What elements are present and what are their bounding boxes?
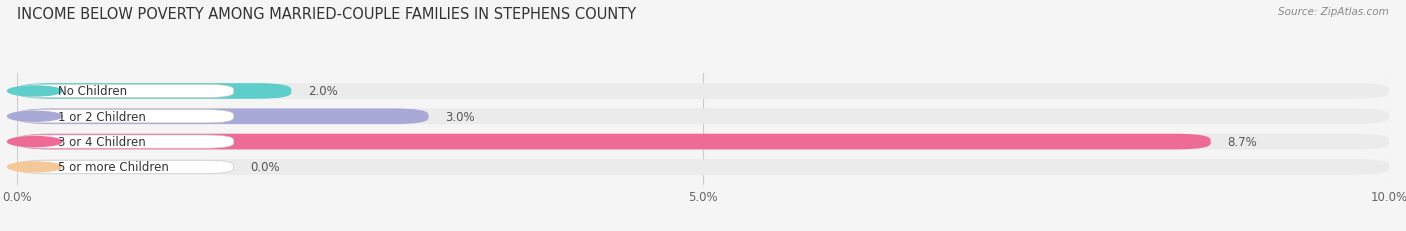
Text: 8.7%: 8.7%	[1227, 136, 1257, 149]
Circle shape	[7, 112, 62, 122]
FancyBboxPatch shape	[17, 159, 1389, 175]
Text: 0.0%: 0.0%	[250, 161, 280, 174]
Text: 5 or more Children: 5 or more Children	[58, 161, 169, 174]
Text: No Children: No Children	[58, 85, 127, 98]
FancyBboxPatch shape	[17, 110, 233, 123]
FancyBboxPatch shape	[17, 134, 1389, 150]
Text: 3.0%: 3.0%	[446, 110, 475, 123]
Circle shape	[7, 87, 62, 97]
Circle shape	[7, 162, 62, 172]
FancyBboxPatch shape	[17, 84, 1389, 99]
Text: 2.0%: 2.0%	[308, 85, 337, 98]
FancyBboxPatch shape	[17, 109, 429, 125]
Text: 3 or 4 Children: 3 or 4 Children	[58, 136, 146, 149]
Circle shape	[7, 137, 62, 147]
Text: INCOME BELOW POVERTY AMONG MARRIED-COUPLE FAMILIES IN STEPHENS COUNTY: INCOME BELOW POVERTY AMONG MARRIED-COUPL…	[17, 7, 636, 22]
Text: Source: ZipAtlas.com: Source: ZipAtlas.com	[1278, 7, 1389, 17]
FancyBboxPatch shape	[17, 109, 1389, 125]
FancyBboxPatch shape	[17, 84, 291, 99]
FancyBboxPatch shape	[17, 135, 233, 149]
FancyBboxPatch shape	[17, 134, 1211, 150]
FancyBboxPatch shape	[17, 85, 233, 98]
FancyBboxPatch shape	[17, 161, 233, 174]
Text: 1 or 2 Children: 1 or 2 Children	[58, 110, 146, 123]
